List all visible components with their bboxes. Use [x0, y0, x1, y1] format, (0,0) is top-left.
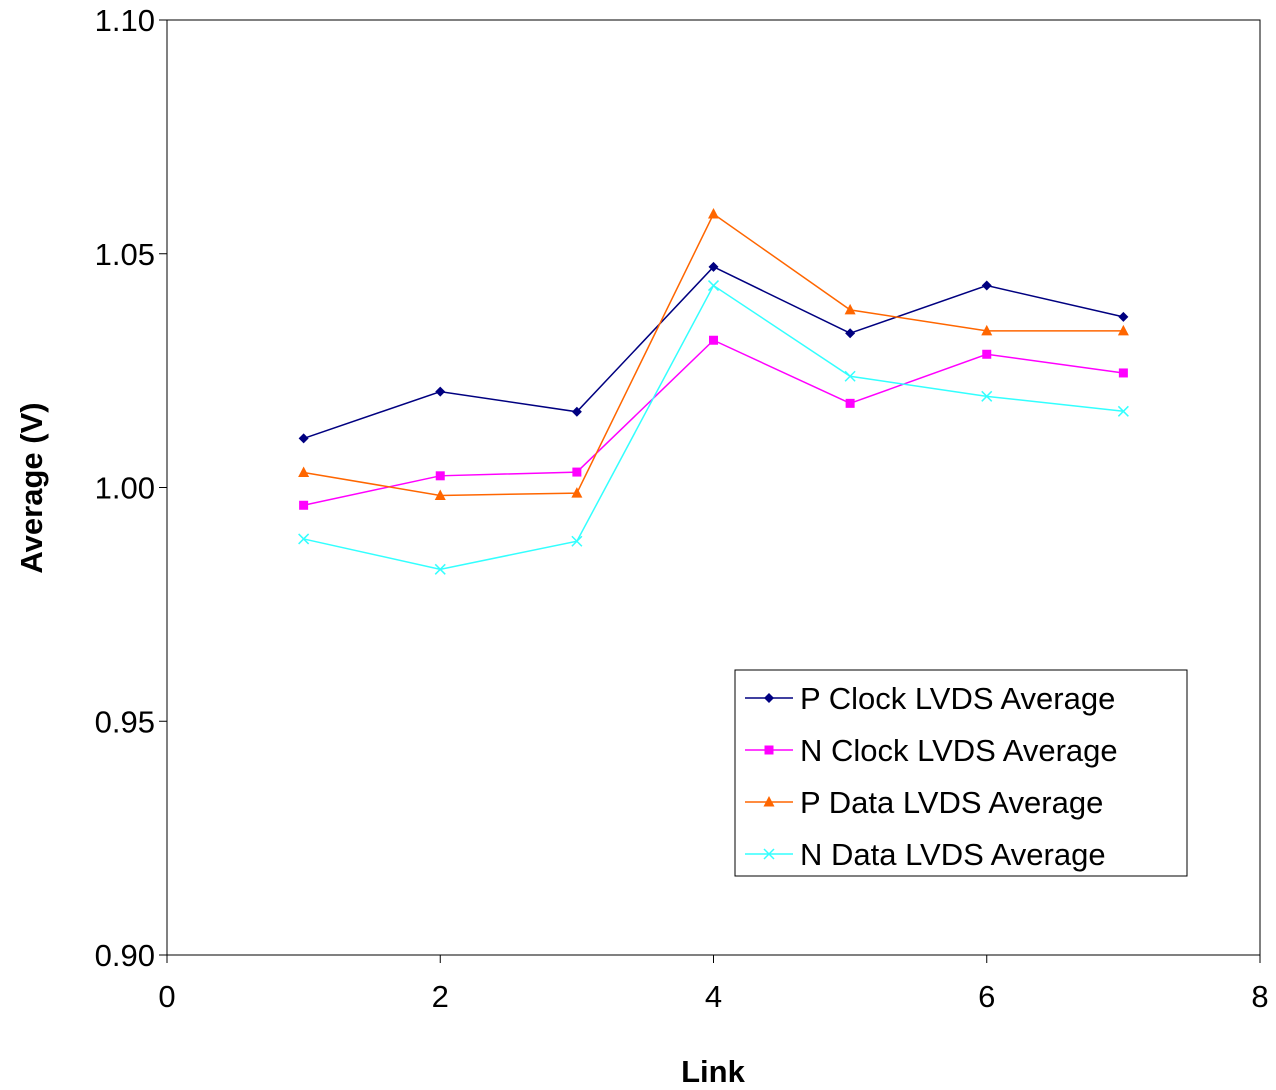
data-point — [709, 335, 718, 345]
series-3 — [298, 208, 1129, 500]
data-point — [982, 349, 992, 359]
x-axis-title: Link — [681, 1054, 745, 1089]
legend-swatch-marker — [764, 693, 774, 703]
legend-swatch-marker — [763, 848, 775, 860]
data-point — [571, 406, 582, 417]
legend-label: P Data LVDS Average — [800, 785, 1103, 820]
data-point — [844, 370, 856, 382]
legend-item: N Data LVDS Average — [745, 837, 1106, 872]
legend-item: P Clock LVDS Average — [745, 681, 1115, 716]
data-point — [845, 328, 856, 339]
data-point — [1118, 368, 1128, 378]
series-layer — [298, 208, 1129, 575]
data-point — [844, 303, 856, 315]
data-point — [299, 500, 309, 510]
data-point — [1118, 311, 1129, 322]
x-tick-label: 4 — [705, 979, 722, 1014]
legend-box — [734, 669, 1188, 877]
data-point — [707, 280, 720, 292]
data-point — [845, 398, 855, 408]
series-4 — [298, 280, 1129, 575]
data-point — [572, 467, 582, 477]
legend: P Clock LVDS Average N Clock LVDS Average… — [734, 669, 1188, 877]
x-tick-label: 0 — [158, 979, 175, 1014]
data-point — [981, 280, 992, 291]
data-point — [708, 208, 719, 219]
data-point — [571, 487, 583, 498]
legend-item: P Data LVDS Average — [745, 785, 1103, 820]
x-tick-label: 2 — [432, 979, 449, 1014]
y-tick-label: 1.00 — [95, 471, 155, 506]
data-point — [981, 390, 993, 402]
y-tick-label: 1.05 — [95, 237, 155, 272]
data-point — [435, 386, 446, 397]
legend-swatch-marker — [764, 745, 774, 755]
data-point — [1117, 324, 1129, 336]
x-tick-label: 6 — [978, 979, 995, 1014]
legend-label: N Clock LVDS Average — [800, 733, 1118, 768]
data-point — [298, 466, 310, 478]
y-axis: 0.90 0.95 1.00 1.05 1.10 — [95, 3, 167, 973]
x-axis: 0 2 4 6 8 — [158, 955, 1269, 1014]
data-point — [434, 489, 446, 500]
data-point — [298, 433, 309, 444]
legend-label: P Clock LVDS Average — [800, 681, 1115, 716]
y-axis-title: Average (V) — [14, 402, 49, 573]
data-point — [298, 533, 310, 545]
legend-item: N Clock LVDS Average — [745, 733, 1118, 768]
data-point — [435, 471, 445, 481]
series-1 — [298, 261, 1129, 444]
series-2 — [299, 335, 1128, 510]
x-tick-label: 8 — [1251, 979, 1268, 1014]
data-point — [981, 324, 993, 336]
data-point — [571, 535, 583, 547]
y-tick-label: 0.95 — [95, 704, 155, 739]
y-tick-label: 1.10 — [95, 3, 155, 38]
y-tick-label: 0.90 — [95, 938, 155, 973]
legend-label: N Data LVDS Average — [800, 837, 1106, 872]
legend-swatch-marker — [763, 796, 775, 807]
data-point — [708, 261, 719, 272]
data-point — [434, 563, 446, 575]
data-point — [1117, 405, 1129, 417]
